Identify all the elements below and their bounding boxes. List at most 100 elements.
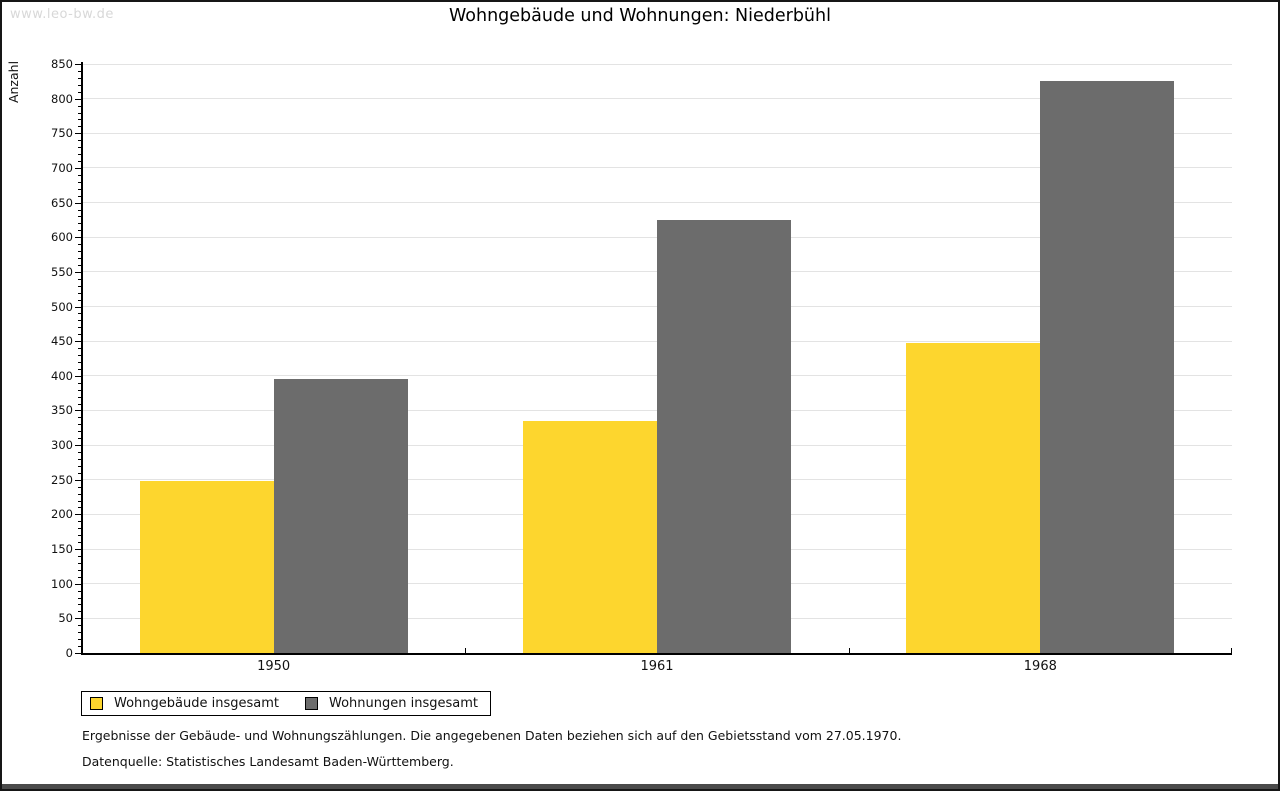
y-tick-major	[75, 445, 82, 447]
y-tick-minor	[78, 431, 82, 433]
y-tick-label: 350	[51, 403, 73, 418]
footnote-line-1: Ergebnisse der Gebäude- und Wohnungszähl…	[82, 728, 902, 743]
y-tick-minor	[78, 493, 82, 495]
y-tick-major	[75, 64, 82, 65]
x-category-label: 1950	[257, 659, 291, 674]
y-tick-major	[75, 98, 82, 100]
legend-item: Wohnungen insgesamt	[305, 696, 478, 711]
y-tick-minor	[78, 244, 82, 246]
chart-title: Wohngebäude und Wohnungen: Niederbühl	[449, 6, 831, 26]
y-tick-minor	[78, 174, 82, 176]
y-tick-minor	[78, 230, 82, 232]
y-gridline	[82, 202, 1232, 204]
x-boundary-tick	[465, 648, 467, 653]
y-tick-label: 650	[51, 195, 73, 210]
y-tick-minor	[78, 91, 82, 93]
y-tick-minor	[78, 258, 82, 260]
y-tick-label: 700	[51, 160, 73, 175]
y-tick-minor	[78, 188, 82, 190]
x-axis-line	[81, 653, 1232, 655]
y-tick-major	[75, 237, 82, 239]
y-tick-minor	[78, 181, 82, 183]
bar-1950-series-1	[273, 379, 408, 653]
y-tick-minor	[78, 389, 82, 391]
y-tick-minor	[78, 251, 82, 253]
y-tick-minor	[78, 112, 82, 114]
y-tick-minor	[78, 334, 82, 336]
y-tick-major	[75, 167, 82, 169]
legend-label: Wohngebäude insgesamt	[114, 696, 279, 711]
bottom-strip	[2, 784, 1278, 789]
y-tick-minor	[78, 403, 82, 405]
footnote-line-2: Datenquelle: Statistisches Landesamt Bad…	[82, 754, 454, 769]
y-gridline	[82, 98, 1232, 100]
y-gridline	[82, 63, 1232, 65]
y-tick-minor	[78, 535, 82, 537]
y-tick-label: 800	[51, 91, 73, 106]
y-tick-minor	[78, 355, 82, 357]
y-tick-minor	[78, 569, 82, 571]
y-tick-minor	[78, 507, 82, 509]
y-tick-major	[75, 341, 82, 343]
y-tick-minor	[78, 209, 82, 211]
y-tick-minor	[78, 320, 82, 322]
y-tick-minor	[78, 590, 82, 592]
bar-1968-series-0	[906, 342, 1041, 653]
x-end-tick	[1231, 648, 1232, 653]
y-tick-minor	[78, 216, 82, 218]
y-tick-major	[75, 271, 82, 273]
y-tick-major	[75, 514, 82, 516]
y-tick-minor	[78, 417, 82, 419]
y-tick-minor	[78, 639, 82, 641]
y-tick-major	[75, 479, 82, 481]
y-tick-label: 250	[51, 472, 73, 487]
y-tick-label: 550	[51, 264, 73, 279]
y-tick-minor	[78, 382, 82, 384]
y-tick-minor	[78, 299, 82, 301]
y-tick-minor	[78, 348, 82, 350]
bar-1961-series-0	[523, 420, 657, 653]
y-tick-minor	[78, 465, 82, 467]
y-tick-major	[75, 375, 82, 377]
watermark-url: www.leo-bw.de	[10, 7, 114, 22]
y-tick-label: 850	[51, 57, 73, 71]
y-tick-minor	[78, 105, 82, 107]
y-tick-label: 0	[65, 646, 73, 660]
bar-1950-series-0	[139, 481, 274, 653]
y-tick-minor	[78, 625, 82, 627]
y-tick-major	[75, 133, 82, 135]
y-tick-label: 450	[51, 334, 73, 349]
legend-box: Wohngebäude insgesamt Wohnungen insgesamt	[81, 691, 491, 716]
legend-label: Wohnungen insgesamt	[329, 696, 478, 711]
y-tick-minor	[78, 195, 82, 197]
y-tick-minor	[78, 542, 82, 544]
y-tick-label: 400	[51, 368, 73, 383]
y-tick-minor	[78, 632, 82, 634]
y-tick-minor	[78, 313, 82, 315]
y-gridline	[82, 132, 1232, 134]
y-tick-minor	[78, 452, 82, 454]
y-tick-minor	[78, 562, 82, 564]
legend-swatch-icon	[305, 697, 318, 710]
y-tick-minor	[78, 604, 82, 606]
y-tick-minor	[78, 84, 82, 86]
y-tick-minor	[78, 361, 82, 363]
y-tick-minor	[78, 500, 82, 502]
y-tick-major	[75, 306, 82, 308]
y-tick-minor	[78, 521, 82, 523]
y-tick-major	[75, 653, 82, 654]
y-tick-minor	[78, 368, 82, 370]
legend-swatch-icon	[90, 697, 103, 710]
y-tick-minor	[78, 458, 82, 460]
y-tick-label: 100	[51, 576, 73, 591]
y-tick-label: 300	[51, 438, 73, 453]
y-tick-minor	[78, 472, 82, 474]
y-tick-major	[75, 583, 82, 585]
y-tick-minor	[78, 424, 82, 426]
y-tick-major	[75, 202, 82, 204]
bar-1961-series-1	[657, 219, 791, 653]
y-axis-line	[81, 62, 83, 655]
y-tick-label: 600	[51, 230, 73, 245]
